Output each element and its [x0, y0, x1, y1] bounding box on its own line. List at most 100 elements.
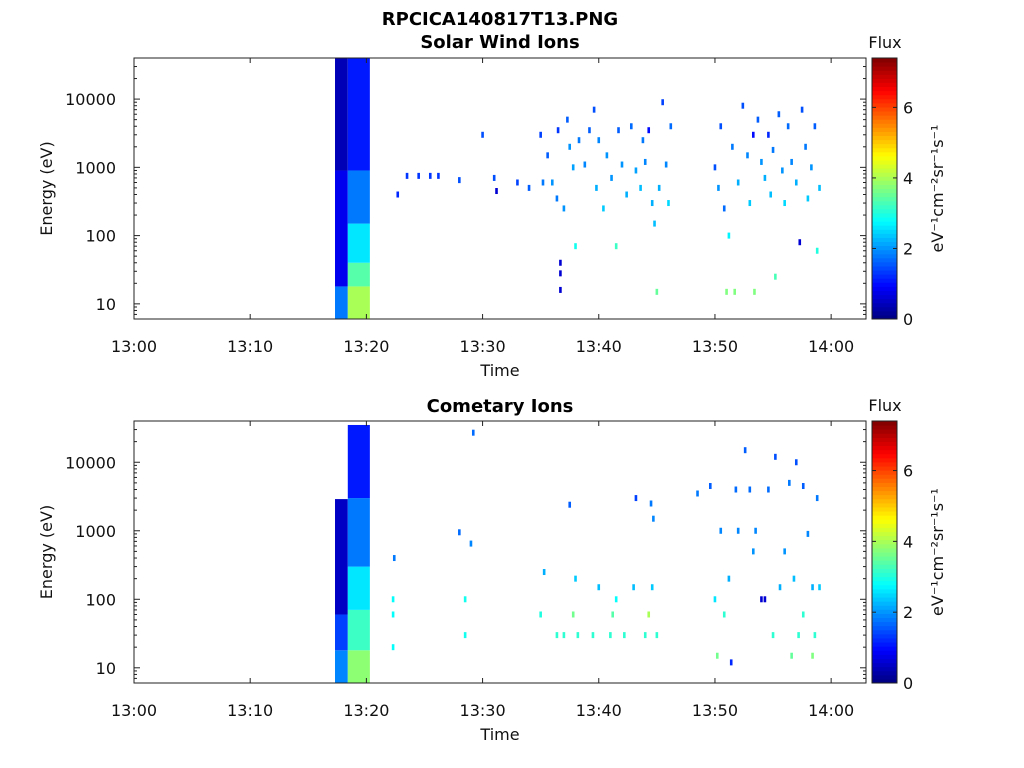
colorbar-tick-label: 0	[903, 310, 913, 329]
x-tick-label: 13:40	[576, 701, 622, 720]
flux-pixel	[806, 195, 810, 202]
spectrogram-cell	[347, 424, 370, 499]
flux-pixel	[610, 174, 613, 181]
colorbar-segment	[872, 564, 897, 569]
flux-pixel	[574, 243, 577, 250]
colorbar-segment	[872, 159, 897, 165]
colorbar-segment	[872, 90, 897, 96]
flux-pixel	[391, 596, 395, 603]
flux-pixel	[469, 540, 473, 547]
flux-pixel	[625, 191, 628, 198]
y-tick-label: 10	[96, 659, 116, 678]
colorbar-segment	[872, 506, 897, 512]
flux-pixel	[719, 527, 723, 534]
flux-pixel	[792, 575, 796, 582]
colorbar-segment	[872, 200, 897, 206]
flux-pixel	[655, 288, 659, 295]
colorbar-segment	[872, 115, 897, 120]
flux-pixel	[774, 453, 777, 460]
flux-pixel	[602, 205, 605, 212]
flux-pixel	[641, 137, 645, 144]
panel-title: Solar Wind Ions	[420, 32, 579, 53]
colorbar-segment	[872, 102, 897, 108]
flux-pixel	[771, 632, 775, 639]
colorbar-segment	[872, 86, 897, 92]
flux-pixel	[653, 220, 656, 227]
flux-pixel	[577, 137, 581, 144]
flux-pixel	[783, 200, 786, 207]
colorbar-unit-label: eV⁻¹cm⁻²sr⁻¹s⁻¹	[928, 125, 947, 253]
y-tick-label: 10	[96, 295, 116, 314]
colorbar-segment	[872, 519, 897, 524]
flux-pixel	[471, 429, 475, 436]
flux-pixel	[463, 596, 467, 603]
flux-pixel	[591, 632, 595, 639]
colorbar-segment	[872, 164, 897, 169]
colorbar-segment	[872, 123, 897, 128]
flux-pixel	[811, 652, 814, 659]
flux-pixel	[396, 191, 400, 198]
flux-pixel	[736, 179, 740, 186]
flux-pixel	[571, 164, 575, 171]
flux-pixel	[719, 123, 723, 130]
colorbar-tick-label: 2	[903, 603, 913, 622]
x-axis-label: Time	[479, 725, 519, 744]
flux-pixel	[815, 495, 819, 502]
colorbar-segment	[872, 151, 897, 157]
colorbar-segment	[872, 633, 897, 639]
flux-pixel	[696, 490, 699, 497]
colorbar-segment	[872, 539, 897, 545]
colorbar-segment	[872, 662, 897, 668]
colorbar-segment	[872, 421, 897, 426]
colorbar-tick-label: 0	[903, 674, 913, 693]
flux-pixel	[713, 164, 717, 171]
colorbar-segment	[872, 257, 897, 263]
flux-pixel	[458, 177, 461, 184]
y-axis-label: Energy (eV)	[37, 141, 56, 235]
flux-pixel	[611, 611, 615, 618]
flux-pixel	[778, 584, 782, 591]
colorbar-segment	[872, 278, 897, 283]
colorbar-segment	[872, 457, 897, 463]
y-tick-label: 100	[85, 227, 116, 246]
flux-pixel	[595, 184, 598, 191]
flux-pixel	[763, 174, 767, 181]
y-tick-label: 10000	[65, 453, 116, 472]
colorbar-segment	[872, 106, 897, 112]
colorbar-segment	[872, 576, 897, 582]
flux-pixel	[748, 486, 752, 493]
colorbar-segment	[872, 82, 897, 88]
colorbar-segment	[872, 204, 897, 210]
colorbar-segment	[872, 658, 897, 664]
flux-pixel	[661, 99, 664, 106]
flux-pixel	[405, 172, 409, 179]
x-tick-label: 13:30	[460, 337, 506, 356]
colorbar-segment	[872, 245, 897, 251]
y-tick-label: 100	[85, 590, 116, 609]
colorbar-segment	[872, 437, 897, 442]
colorbar-segment	[872, 592, 897, 598]
flux-pixel	[417, 172, 420, 179]
colorbar-segment	[872, 560, 897, 565]
colorbar-segment	[872, 502, 897, 508]
flux-pixel	[592, 106, 596, 113]
flux-pixel	[649, 500, 653, 507]
flux-pixel	[650, 584, 654, 591]
plot-frame	[133, 420, 867, 684]
flux-pixel	[760, 158, 763, 165]
colorbar-segment	[872, 629, 897, 635]
flux-pixel	[643, 632, 647, 639]
flux-pixel	[783, 548, 786, 555]
solar-wind-panel: Solar Wind Ions 13:00 13:10 13:20 13:30 13:40…	[37, 32, 947, 380]
colorbar-unit-label: eV⁻¹cm⁻²sr⁻¹s⁻¹	[928, 488, 947, 616]
colorbar-segment	[872, 265, 897, 271]
flux-pixel	[756, 116, 760, 123]
flux-pixel	[562, 205, 566, 212]
colorbar-segment	[872, 621, 897, 627]
colorbar-segment	[872, 127, 897, 132]
colorbar-segment	[872, 74, 897, 79]
colorbar-segment	[872, 429, 897, 434]
colorbar-segment	[872, 584, 897, 590]
flux-pixel	[492, 174, 496, 181]
